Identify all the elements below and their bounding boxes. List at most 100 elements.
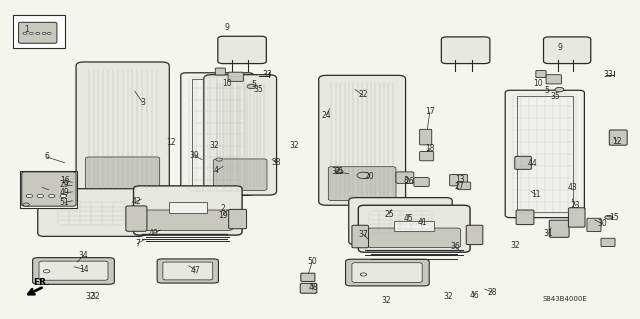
FancyBboxPatch shape: [349, 197, 452, 245]
Text: 17: 17: [425, 108, 435, 116]
Text: 33: 33: [263, 70, 273, 79]
FancyBboxPatch shape: [458, 182, 470, 190]
Text: 25: 25: [384, 210, 394, 219]
Text: 11: 11: [531, 190, 541, 199]
Text: 43: 43: [568, 183, 577, 192]
Text: 12: 12: [166, 137, 175, 146]
Text: 32: 32: [510, 241, 520, 250]
Circle shape: [335, 170, 343, 174]
FancyBboxPatch shape: [515, 156, 531, 169]
FancyBboxPatch shape: [76, 62, 170, 197]
FancyBboxPatch shape: [33, 258, 115, 284]
Bar: [169, 202, 207, 213]
Text: 6: 6: [44, 152, 49, 161]
Text: 35: 35: [550, 92, 560, 101]
Text: 3: 3: [140, 98, 145, 107]
Text: 10: 10: [534, 79, 543, 88]
FancyBboxPatch shape: [152, 203, 170, 218]
FancyBboxPatch shape: [368, 228, 461, 248]
Circle shape: [247, 84, 256, 89]
Circle shape: [44, 270, 50, 273]
Text: 50: 50: [307, 257, 317, 266]
Circle shape: [49, 195, 55, 197]
FancyBboxPatch shape: [587, 218, 601, 232]
Text: 26: 26: [404, 177, 414, 186]
Circle shape: [60, 195, 67, 197]
Circle shape: [23, 203, 29, 206]
Circle shape: [605, 215, 612, 219]
Circle shape: [216, 158, 222, 161]
FancyBboxPatch shape: [505, 90, 584, 218]
Text: FR.: FR.: [33, 278, 49, 286]
FancyBboxPatch shape: [126, 206, 147, 231]
Text: 1: 1: [24, 25, 29, 34]
Circle shape: [360, 273, 367, 276]
Text: 31: 31: [544, 229, 554, 238]
Text: 14: 14: [79, 264, 88, 274]
Circle shape: [36, 33, 40, 34]
FancyBboxPatch shape: [228, 72, 243, 81]
Text: 34: 34: [79, 251, 88, 260]
Text: 24: 24: [321, 111, 331, 120]
FancyBboxPatch shape: [180, 73, 253, 196]
FancyBboxPatch shape: [346, 259, 429, 286]
Text: 5: 5: [544, 86, 549, 95]
FancyBboxPatch shape: [543, 37, 591, 63]
Circle shape: [42, 33, 46, 34]
Text: 51: 51: [60, 198, 69, 207]
Circle shape: [29, 33, 33, 34]
Bar: [516, 96, 573, 212]
FancyBboxPatch shape: [19, 22, 57, 43]
Text: 47: 47: [191, 265, 200, 275]
Text: 42: 42: [131, 197, 141, 206]
FancyBboxPatch shape: [328, 167, 396, 200]
Text: 21: 21: [335, 167, 344, 176]
Text: 10: 10: [223, 79, 232, 88]
Text: 33: 33: [604, 70, 614, 79]
FancyBboxPatch shape: [420, 152, 434, 161]
FancyBboxPatch shape: [609, 130, 627, 145]
FancyBboxPatch shape: [301, 273, 315, 281]
Bar: [192, 78, 242, 190]
Text: 41: 41: [417, 218, 427, 227]
FancyBboxPatch shape: [414, 178, 429, 187]
FancyBboxPatch shape: [204, 75, 276, 195]
Text: 9: 9: [225, 23, 230, 32]
FancyBboxPatch shape: [358, 205, 470, 252]
Circle shape: [23, 33, 27, 34]
Text: 12: 12: [612, 137, 621, 145]
FancyBboxPatch shape: [134, 186, 242, 235]
Text: 15: 15: [609, 213, 619, 222]
FancyBboxPatch shape: [38, 189, 145, 236]
FancyBboxPatch shape: [549, 220, 569, 237]
FancyBboxPatch shape: [601, 238, 615, 247]
FancyBboxPatch shape: [163, 262, 212, 280]
Text: 32: 32: [381, 296, 390, 305]
FancyBboxPatch shape: [450, 174, 467, 186]
Circle shape: [47, 33, 51, 34]
FancyBboxPatch shape: [546, 75, 561, 84]
FancyBboxPatch shape: [536, 70, 546, 78]
Circle shape: [26, 195, 33, 197]
Text: 32: 32: [290, 141, 300, 150]
Text: 29: 29: [60, 181, 69, 189]
FancyBboxPatch shape: [157, 259, 218, 283]
Text: S843B4000E: S843B4000E: [542, 296, 587, 302]
Text: 4: 4: [214, 166, 219, 175]
FancyBboxPatch shape: [352, 225, 369, 248]
Text: 35: 35: [253, 85, 263, 94]
Circle shape: [555, 87, 564, 92]
Bar: [394, 221, 434, 231]
Text: 9: 9: [557, 43, 562, 52]
Text: 37: 37: [358, 230, 368, 239]
Text: 5: 5: [251, 80, 256, 89]
Bar: [20, 171, 77, 208]
Text: 32: 32: [85, 292, 95, 301]
FancyBboxPatch shape: [300, 283, 317, 293]
Text: 32: 32: [443, 292, 452, 301]
Text: 8: 8: [404, 176, 408, 185]
Text: 13: 13: [456, 175, 465, 184]
FancyBboxPatch shape: [568, 208, 585, 227]
Text: 22: 22: [358, 90, 367, 99]
FancyBboxPatch shape: [352, 263, 422, 282]
